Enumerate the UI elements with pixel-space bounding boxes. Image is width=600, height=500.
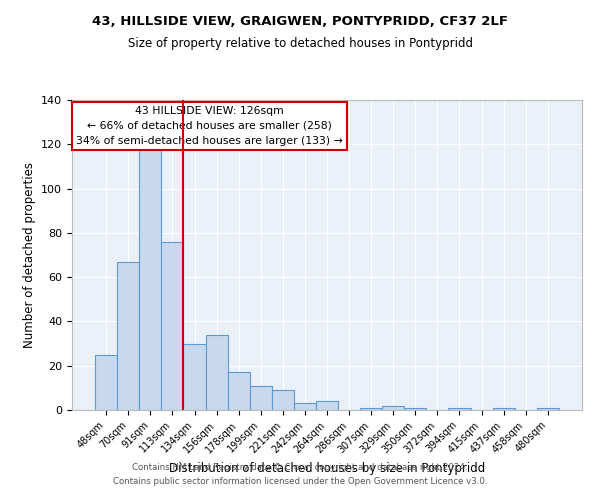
Bar <box>250 386 272 410</box>
Bar <box>117 262 139 410</box>
Bar <box>95 354 117 410</box>
Bar <box>294 404 316 410</box>
Y-axis label: Number of detached properties: Number of detached properties <box>23 162 35 348</box>
Bar <box>184 344 206 410</box>
Text: 43 HILLSIDE VIEW: 126sqm
← 66% of detached houses are smaller (258)
34% of semi-: 43 HILLSIDE VIEW: 126sqm ← 66% of detach… <box>76 106 343 146</box>
Text: Contains HM Land Registry data © Crown copyright and database right 2024.: Contains HM Land Registry data © Crown c… <box>132 464 468 472</box>
Bar <box>161 242 184 410</box>
Bar <box>404 408 427 410</box>
Bar <box>382 406 404 410</box>
Bar <box>139 148 161 410</box>
Bar <box>316 401 338 410</box>
Bar <box>448 408 470 410</box>
X-axis label: Distribution of detached houses by size in Pontypridd: Distribution of detached houses by size … <box>169 462 485 474</box>
Text: Contains public sector information licensed under the Open Government Licence v3: Contains public sector information licen… <box>113 477 487 486</box>
Bar <box>537 408 559 410</box>
Bar <box>360 408 382 410</box>
Text: Size of property relative to detached houses in Pontypridd: Size of property relative to detached ho… <box>128 38 473 51</box>
Text: 43, HILLSIDE VIEW, GRAIGWEN, PONTYPRIDD, CF37 2LF: 43, HILLSIDE VIEW, GRAIGWEN, PONTYPRIDD,… <box>92 15 508 28</box>
Bar <box>272 390 294 410</box>
Bar <box>493 408 515 410</box>
Bar <box>206 334 227 410</box>
Bar <box>227 372 250 410</box>
